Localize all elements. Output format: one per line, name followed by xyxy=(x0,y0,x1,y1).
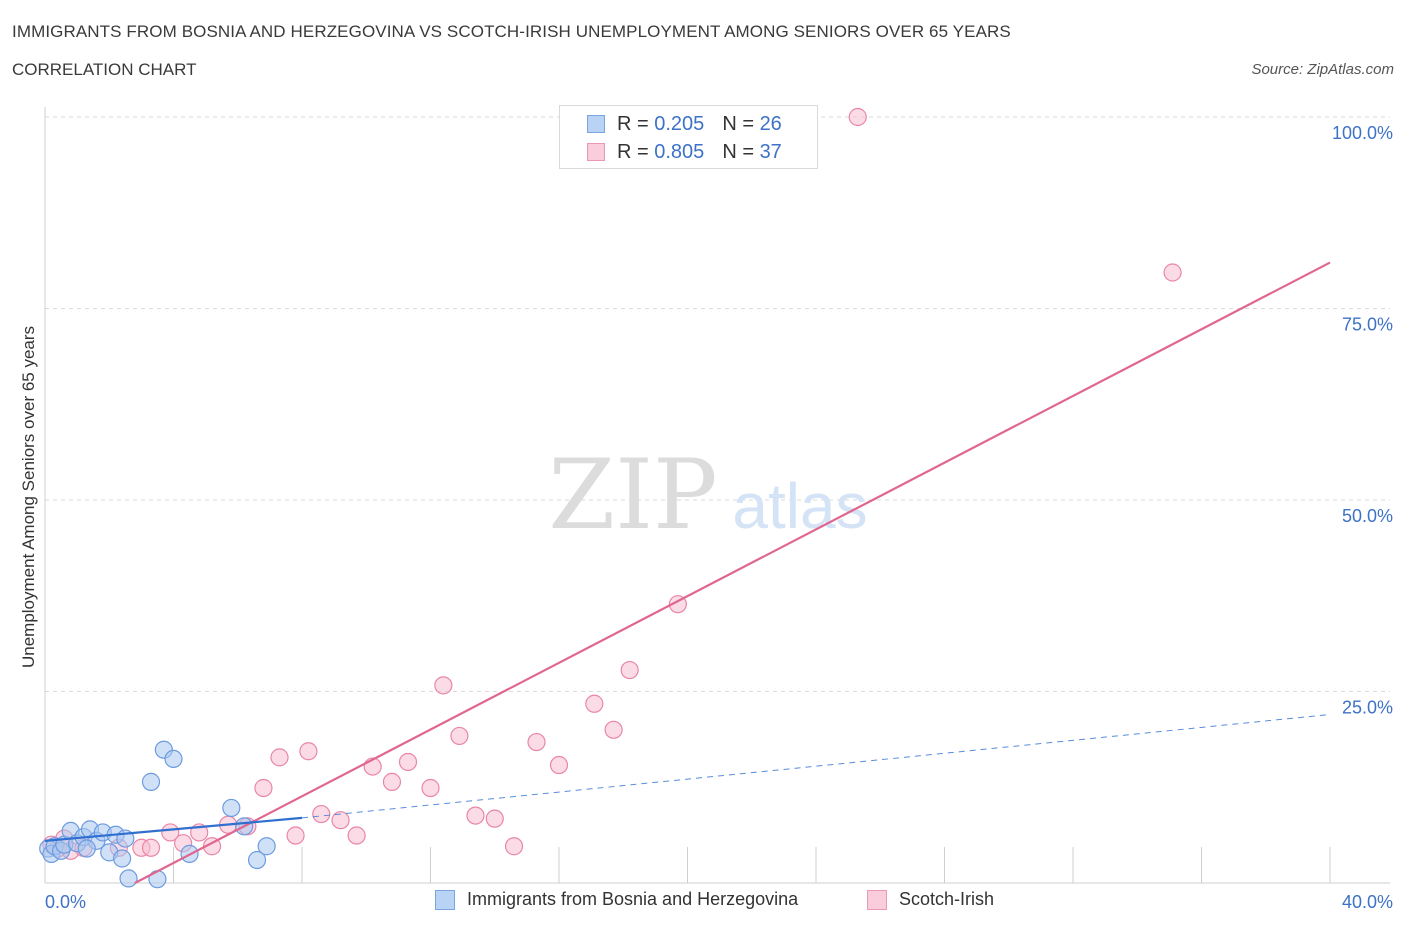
bosnia-trend-extension xyxy=(301,713,1331,819)
y-tick-label: 75.0% xyxy=(1342,315,1393,335)
scotch-irish-point xyxy=(347,826,366,845)
watermark-zip: ZIP xyxy=(548,439,717,551)
bosnia-point xyxy=(141,772,161,791)
legend-item-scotch-irish: Scotch-Irish xyxy=(867,889,994,910)
scotch-irish-point xyxy=(504,837,524,856)
scotch-irish-point xyxy=(466,806,485,825)
x-tick-label-min: 0.0% xyxy=(45,892,86,912)
chart-source: Source: ZipAtlas.com xyxy=(1251,61,1394,78)
y-tick-label: 50.0% xyxy=(1342,506,1393,526)
legend-label-bosnia: Immigrants from Bosnia and Herzegovina xyxy=(467,889,799,909)
trend-lines xyxy=(44,261,1331,884)
stats-legend-row-bosnia: R = 0.205 N = 26 xyxy=(560,111,782,137)
scotch-irish-point xyxy=(141,838,161,857)
scotch-irish-point xyxy=(382,772,402,791)
bosnia-trend-line xyxy=(44,816,303,842)
bosnia-points xyxy=(39,740,276,889)
scotch-irish-point xyxy=(604,720,623,739)
legend-swatch-pink xyxy=(867,889,887,910)
y-tick-label: 100.0% xyxy=(1332,123,1393,143)
bosnia-point xyxy=(222,798,241,818)
bosnia-point xyxy=(112,849,132,868)
bosnia-point xyxy=(119,869,138,888)
scotch-irish-point xyxy=(450,726,469,746)
scotch-irish-point xyxy=(421,778,440,798)
scotch-irish-point xyxy=(312,804,331,824)
scotch-irish-point xyxy=(398,752,418,772)
scotch-irish-point xyxy=(848,107,867,127)
tick-labels: 25.0% 50.0% 75.0% 100.0% 0.0% 40.0% xyxy=(45,123,1393,912)
scotch-irish-point xyxy=(434,676,453,695)
chart-subtitle: CORRELATION CHART xyxy=(12,60,197,79)
stats-legend-row-scotch-irish: R = 0.805 N = 37 xyxy=(560,139,782,165)
bosnia-point xyxy=(77,839,96,858)
bosnia-point xyxy=(164,749,183,769)
bosnia-point xyxy=(257,837,276,856)
scotch-irish-point xyxy=(549,755,569,775)
n-label: N = xyxy=(722,140,754,163)
n-value: 26 xyxy=(759,112,782,135)
stats-legend: R = 0.205 N = 26 R = 0.805 N = 37 xyxy=(559,105,818,169)
scotch-irish-trend-line xyxy=(134,261,1331,884)
chart-title: IMMIGRANTS FROM BOSNIA AND HERZEGOVINA V… xyxy=(12,22,1011,41)
swatch-blue xyxy=(587,115,605,133)
x-tick-label-max: 40.0% xyxy=(1342,892,1393,912)
scotch-irish-point xyxy=(527,732,546,752)
axes xyxy=(44,107,1390,884)
y-axis-label: Unemployment Among Seniors over 65 years xyxy=(19,326,38,668)
scotch-irish-point xyxy=(1163,263,1182,282)
n-label: N = xyxy=(722,112,754,135)
bosnia-point xyxy=(247,850,267,870)
watermark-atlas: atlas xyxy=(732,470,867,542)
r-value: 0.205 xyxy=(654,112,705,135)
y-axis-label-container: Unemployment Among Seniors over 65 years xyxy=(17,300,41,700)
r-value: 0.805 xyxy=(654,140,705,163)
scotch-irish-point xyxy=(585,694,604,713)
scotch-irish-point xyxy=(331,811,350,830)
n-value: 37 xyxy=(759,140,782,163)
legend-label-scotch-irish: Scotch-Irish xyxy=(899,889,995,909)
r-label: R = xyxy=(617,140,649,163)
legend-swatch-blue xyxy=(435,889,455,910)
y-tick-label: 25.0% xyxy=(1342,698,1393,718)
scotch-irish-point xyxy=(485,809,504,828)
scotch-irish-point xyxy=(254,778,273,798)
swatch-pink xyxy=(587,143,605,161)
grid-lines xyxy=(45,116,1390,692)
scotch-irish-point xyxy=(286,826,305,845)
r-label: R = xyxy=(617,112,649,135)
legend-item-bosnia: Immigrants from Bosnia and Herzegovina xyxy=(435,889,798,910)
scotch-irish-point xyxy=(270,748,289,767)
scotch-irish-point xyxy=(299,742,318,761)
scotch-irish-point xyxy=(620,660,639,680)
